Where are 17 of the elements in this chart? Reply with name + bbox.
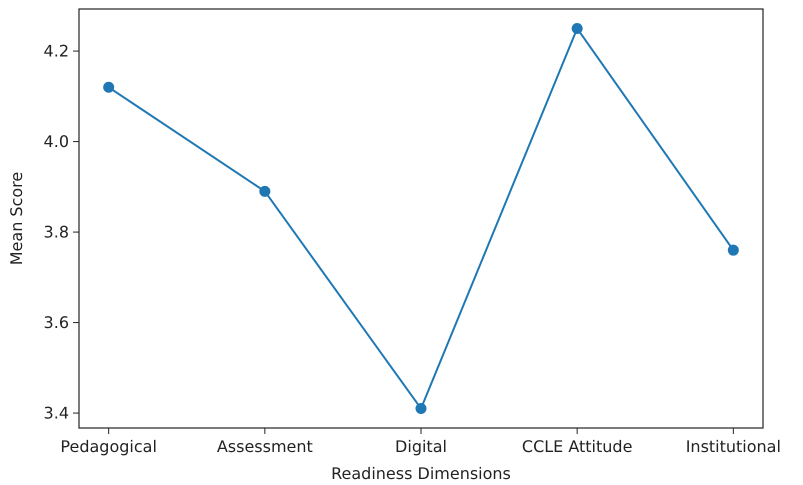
point [103, 82, 114, 93]
x-tick-label: Institutional [686, 437, 781, 456]
x-axis-title: Readiness Dimensions [331, 464, 511, 483]
point [728, 244, 739, 256]
y-tick-label: 3.4 [44, 404, 69, 423]
point [572, 22, 583, 34]
point [259, 186, 270, 197]
point [416, 403, 426, 414]
y-tick-label: 3.6 [44, 313, 69, 332]
y-tick-label: 4.0 [44, 132, 69, 152]
x-tick-label: Digital [395, 437, 447, 456]
x-tick-label: CCLE Attitude [522, 437, 632, 456]
y-tick-label: 4.2 [44, 42, 69, 61]
y-axis-title: Mean Score [7, 172, 26, 266]
x-tick-label: Pedagogical [60, 437, 157, 456]
y-tick-label: 3.8 [44, 222, 69, 242]
x-tick-label: Assessment [216, 437, 313, 456]
